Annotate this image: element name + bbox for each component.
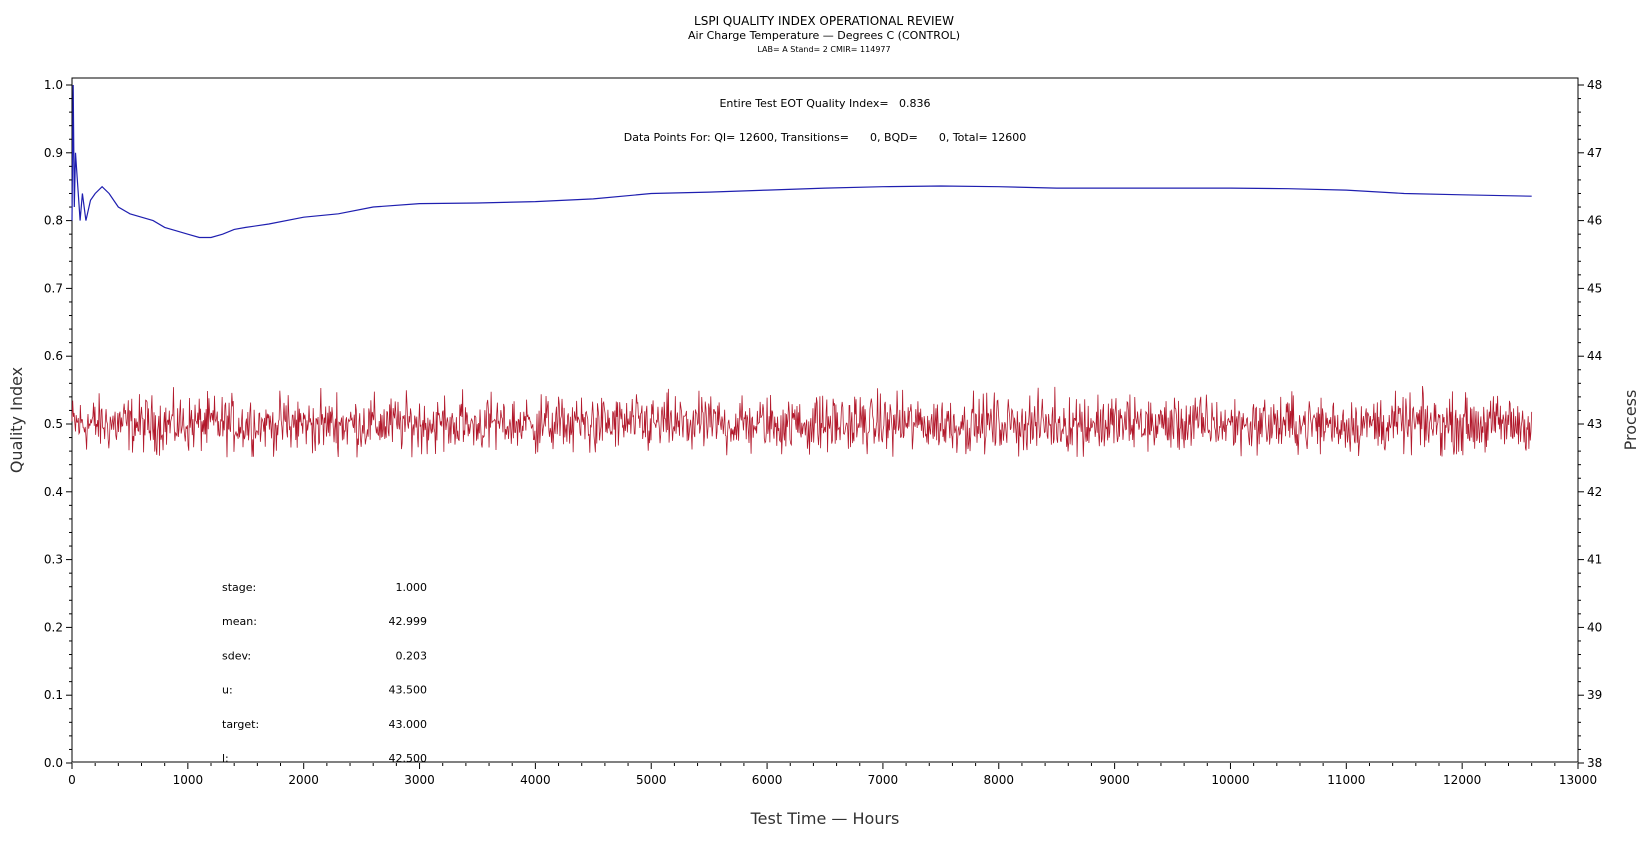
y2-tick-label: 38	[1587, 756, 1602, 770]
x-tick-label: 12000	[1443, 773, 1481, 787]
chart-subtitle: Air Charge Temperature — Degrees C (CONT…	[688, 29, 960, 42]
stat-label: stage:	[222, 581, 256, 594]
chart-meta: LAB= A Stand= 2 CMIR= 114977	[757, 45, 891, 54]
y-tick-label: 1.0	[44, 78, 63, 92]
chart-title: LSPI QUALITY INDEX OPERATIONAL REVIEW	[694, 14, 954, 28]
stat-value: 1.000	[396, 581, 428, 594]
x-tick-label: 7000	[868, 773, 899, 787]
y-tick-label: 0.6	[44, 349, 63, 363]
x-tick-label: 5000	[636, 773, 667, 787]
x-tick-label: 2000	[288, 773, 319, 787]
y-tick-label: 0.5	[44, 417, 63, 431]
eot-annotation: Entire Test EOT Quality Index= 0.836	[719, 97, 930, 110]
y-axis-label: Quality Index	[7, 367, 26, 473]
stat-value: 42.500	[389, 752, 428, 765]
y2-tick-label: 40	[1587, 620, 1602, 634]
y-tick-label: 0.9	[44, 146, 63, 160]
y-tick-label: 0.3	[44, 553, 63, 567]
y-tick-label: 0.7	[44, 281, 63, 295]
stats-table: stage: 1.000 mean: 42.999 sdev: 0.203 u: 43.500…	[222, 581, 427, 765]
x-tick-label: 10000	[1211, 773, 1249, 787]
x-tick-label: 3000	[404, 773, 435, 787]
x-tick-label: 11000	[1327, 773, 1365, 787]
stat-value: 43.500	[389, 684, 428, 697]
x-tick-label: 1000	[173, 773, 204, 787]
y2-tick-label: 42	[1587, 485, 1602, 499]
stat-value: 42.999	[389, 615, 428, 628]
process-series-line	[71, 385, 1533, 458]
x-tick-label: 13000	[1559, 773, 1597, 787]
stat-label: sdev:	[222, 649, 251, 662]
x-tick-label: 4000	[520, 773, 551, 787]
y2-axis-label: Process	[1621, 390, 1640, 451]
x-tick-label: 8000	[983, 773, 1014, 787]
y2-tick-label: 48	[1587, 78, 1602, 92]
stat-value: 0.203	[396, 649, 428, 662]
y-tick-label: 0.0	[44, 756, 63, 770]
x-axis-label: Test Time — Hours	[750, 809, 900, 828]
y-tick-label: 0.8	[44, 214, 63, 228]
quality-index-series-line	[71, 84, 1532, 239]
stat-label: target:	[222, 718, 259, 731]
stat-label: l:	[222, 752, 229, 765]
y2-tick-label: 43	[1587, 417, 1602, 431]
y2-tick-label: 47	[1587, 146, 1602, 160]
y2-tick-label: 45	[1587, 281, 1602, 295]
y2-tick-label: 44	[1587, 349, 1602, 363]
y-tick-label: 0.2	[44, 620, 63, 634]
stat-label: u:	[222, 684, 233, 697]
stat-value: 43.000	[389, 718, 428, 731]
stat-label: mean:	[222, 615, 257, 628]
x-tick-label: 0	[68, 773, 76, 787]
y-tick-label: 0.1	[44, 688, 63, 702]
y2-tick-label: 46	[1587, 214, 1602, 228]
y-tick-label: 0.4	[44, 485, 63, 499]
x-tick-label: 9000	[1099, 773, 1130, 787]
axis-ticks: 0 1000 2000 3000 4000 5000 6000 7000 8000 9000 100…	[44, 78, 1602, 787]
x-tick-label: 6000	[752, 773, 783, 787]
y2-tick-label: 39	[1587, 688, 1602, 702]
y2-tick-label: 41	[1587, 553, 1602, 567]
datapoints-annotation: Data Points For: QI= 12600, Transitions=…	[624, 131, 1026, 144]
